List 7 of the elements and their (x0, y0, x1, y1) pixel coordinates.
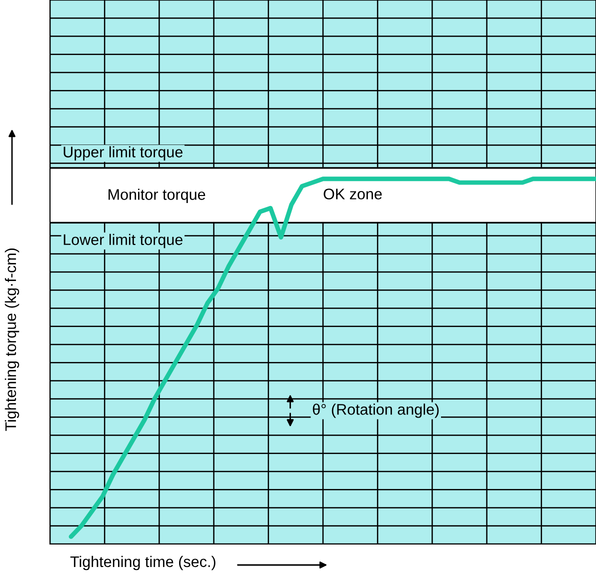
ref-line-label: Upper limit torque (64, 146, 182, 160)
annotation: θ° (Rotation angle) (312, 404, 439, 418)
ref-line-label: Lower limit torque (64, 234, 182, 248)
annotation: Monitor torque (108, 188, 206, 203)
y-axis-title: Tightening torque (kg·f-cm) (4, 248, 20, 431)
x-axis-title: Tightening time (sec.) (70, 556, 216, 570)
band-label: OK zone (324, 188, 382, 200)
